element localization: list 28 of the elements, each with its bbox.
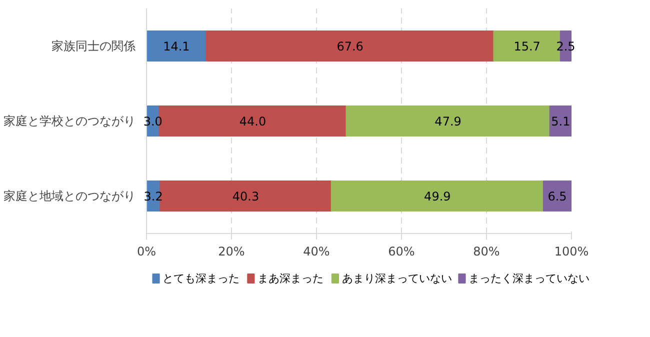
y-tick-label: 家庭と学校とのつながり [4,114,136,128]
legend-label: まあ深まった [258,272,324,285]
x-tick-label: 40% [303,244,330,258]
y-tick-label: 家庭と地域とのつながり [4,189,136,203]
bar [346,106,550,136]
data-label: 14.1 [163,40,190,54]
legend-label: とても深まった [162,272,240,285]
x-tick-label: 0% [136,244,156,258]
data-label: 6.5 [548,190,567,204]
data-label: 15.7 [514,40,540,54]
data-label: 44.0 [239,114,266,128]
x-tick-label: 100% [554,244,589,258]
data-label: 47.9 [434,114,462,128]
x-tick-label: 80% [473,244,500,258]
legend-label: まったく深まっていない [468,272,590,285]
bar [206,30,494,62]
bar [549,106,572,136]
x-tick-label: 60% [388,244,415,258]
bar [330,180,544,212]
y-tick-label: 家族同士の関係 [52,39,136,53]
data-label: 40.3 [232,190,260,204]
data-label: 5.1 [551,114,570,128]
bar [146,30,207,62]
x-tick-label: 20% [218,244,245,258]
data-label: 67.6 [336,40,364,54]
legend-label: あまり深まっていない [342,272,452,285]
data-label: 49.9 [424,190,451,204]
bar [542,180,572,212]
